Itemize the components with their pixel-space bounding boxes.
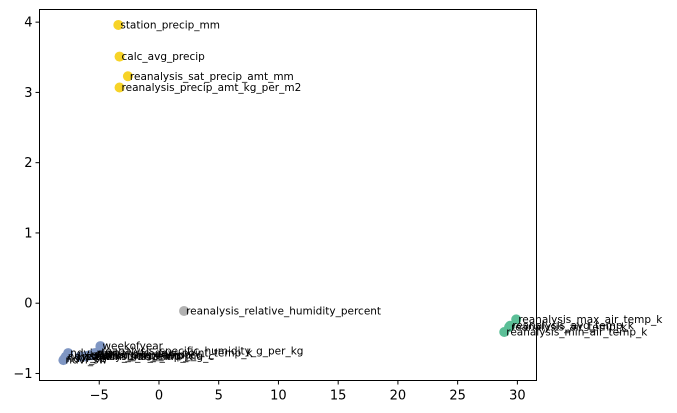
data-point-label: reanalysis_max_air_temp_k [518, 314, 663, 326]
data-point-label: reanalysis_specific_humidity_g_per_kg [101, 345, 303, 357]
data-point-label: ndvi_se [67, 353, 107, 365]
data-point-label: station_diur_temp_rng_c [86, 351, 215, 363]
data-point-label: station_min_temp_c [89, 350, 194, 362]
y-tick-label: 3 [24, 86, 32, 101]
x-tick-label: −5 [90, 389, 109, 404]
plot-area-frame [39, 9, 537, 381]
x-tick-label: 15 [330, 389, 347, 404]
data-point-label: reanalysis_avg_temp_k [512, 320, 635, 332]
data-point [113, 19, 124, 30]
data-point-label: ndvi_ne [70, 348, 111, 360]
y-tick-label: 1 [24, 226, 32, 241]
x-tick-label: 25 [449, 389, 466, 404]
data-points [58, 19, 522, 366]
data-point-label: weekofyear [102, 341, 163, 353]
data-point [114, 51, 125, 62]
x-axis: −5 0 5 10 15 20 25 30 [90, 380, 526, 404]
data-point-label: reanalysis_relative_humidity_percent [186, 305, 381, 317]
data-point-label: station_precip_mm [120, 19, 220, 31]
data-point-label: station_avg_temp_c [92, 350, 197, 362]
data-point-label: reanalysis_tdtr_k [82, 351, 172, 363]
y-axis: −1 0 1 2 3 4 [13, 16, 40, 382]
data-point-label: reanalysis_dew_point_temp_k [96, 348, 253, 360]
data-point-label: reanalysis_sat_precip_amt_mm [130, 71, 294, 83]
data-point [122, 71, 133, 82]
point-labels: station_precip_mm calc_avg_precip reanalys… [65, 19, 663, 366]
y-tick-label: 4 [24, 16, 32, 31]
data-point-label: reanalysis_min_air_temp_k [506, 327, 648, 339]
x-tick-label: 30 [509, 389, 526, 404]
data-point-label: reanalysis_air_temp_k [511, 322, 628, 334]
x-tick-label: 0 [155, 389, 163, 404]
data-point [511, 314, 522, 325]
data-point [114, 82, 125, 93]
data-point-label: station_max_temp_c [94, 350, 202, 362]
data-point [179, 305, 190, 316]
data-point-label: calc_avg_precip [122, 51, 206, 63]
y-tick-label: −1 [13, 367, 32, 382]
data-point [58, 355, 69, 366]
data-point-label: ndvi_sw [65, 355, 107, 367]
data-point-label: reanalysis_precip_amt_kg_per_m2 [122, 82, 302, 94]
data-point [499, 327, 510, 338]
y-tick-label: 2 [24, 156, 32, 171]
data-point-label: ndvi_nw [68, 351, 111, 363]
x-tick-label: 20 [390, 389, 407, 404]
x-tick-label: 10 [270, 389, 287, 404]
x-tick-label: 5 [215, 389, 223, 404]
data-point [75, 351, 86, 362]
y-tick-label: 0 [24, 297, 32, 312]
